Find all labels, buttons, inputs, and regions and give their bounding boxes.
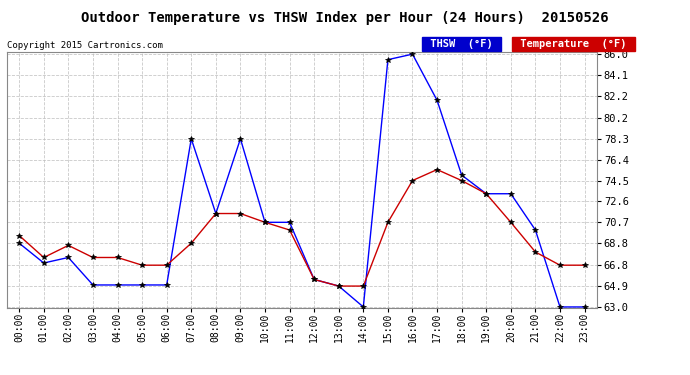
Text: Outdoor Temperature vs THSW Index per Hour (24 Hours)  20150526: Outdoor Temperature vs THSW Index per Ho… bbox=[81, 11, 609, 25]
Text: THSW  (°F): THSW (°F) bbox=[424, 39, 500, 50]
Text: Temperature  (°F): Temperature (°F) bbox=[514, 39, 633, 50]
Text: Copyright 2015 Cartronics.com: Copyright 2015 Cartronics.com bbox=[7, 41, 163, 50]
